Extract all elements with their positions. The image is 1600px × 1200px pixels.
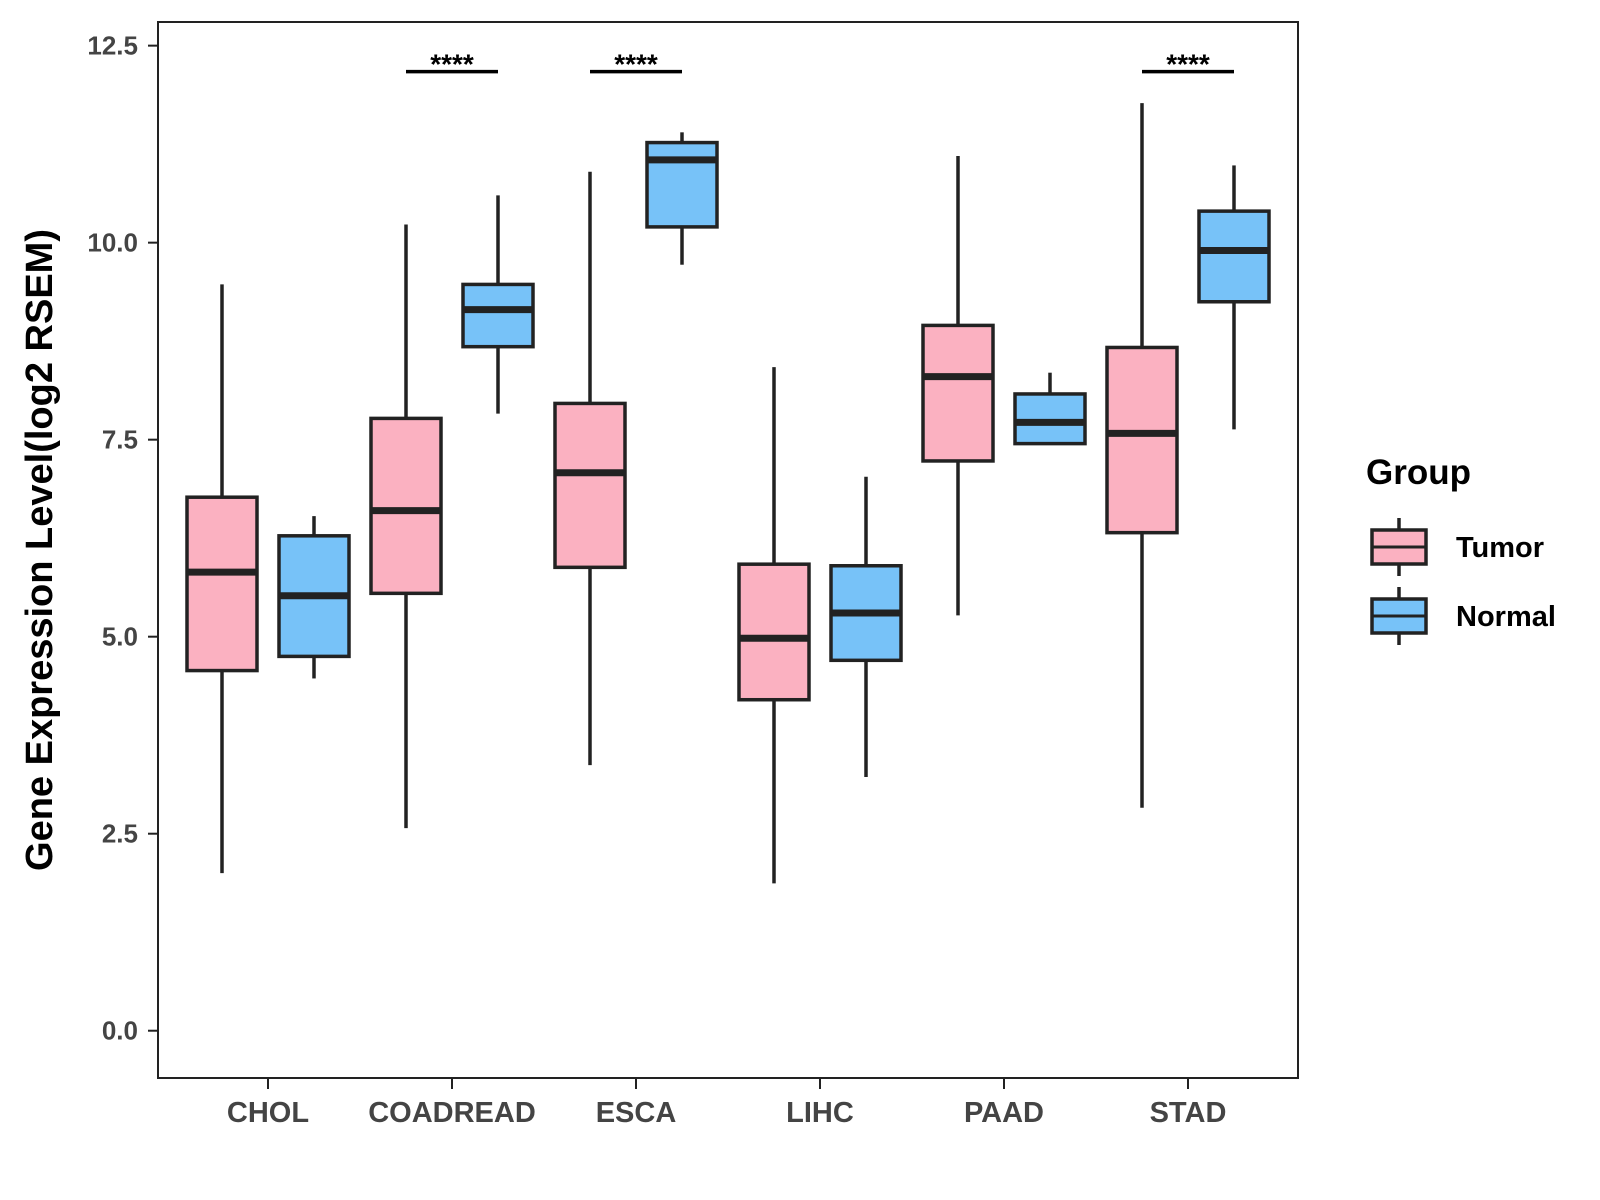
x-tick-label: LIHC: [786, 1097, 854, 1129]
legend-label-tumor: Tumor: [1456, 532, 1544, 564]
legend: Group Tumor Normal: [1366, 453, 1556, 645]
normal-box: [461, 282, 535, 349]
legend-label-normal: Normal: [1456, 601, 1556, 633]
normal-box: [1013, 392, 1087, 446]
y-tick-label: 12.5: [87, 31, 138, 61]
y-tick-label: 10.0: [87, 228, 138, 258]
normal-box: [1197, 209, 1271, 304]
plot-area: [185, 103, 1271, 884]
tumor-box: [737, 562, 811, 702]
legend-title: Group: [1366, 453, 1471, 492]
tumor-box: [185, 495, 259, 673]
tumor-box: [1105, 345, 1179, 535]
significance-label: ****: [1166, 49, 1210, 80]
tumor-box: [921, 323, 995, 463]
y-tick-label: 7.5: [102, 425, 138, 455]
y-axis-title: Gene Expression Level(log2 RSEM): [19, 229, 61, 871]
x-tick-label: CHOL: [227, 1097, 309, 1129]
significance-annotations: **** **** ****: [406, 49, 1234, 80]
y-tick-label: 5.0: [102, 622, 138, 652]
significance-label: ****: [430, 49, 474, 80]
significance-label: ****: [614, 49, 658, 80]
normal-box: [645, 140, 719, 229]
y-tick-label: 0.0: [102, 1016, 138, 1046]
y-tick-label: 2.5: [102, 819, 138, 849]
tumor-box: [553, 401, 627, 570]
x-tick-label: ESCA: [596, 1097, 677, 1129]
x-tick-label: STAD: [1150, 1097, 1227, 1129]
plot-panel-border: [157, 21, 1299, 1079]
x-tick-label: PAAD: [964, 1097, 1044, 1129]
tumor-box: [369, 416, 443, 596]
y-axis: 0.0 2.5 5.0 7.5 10.0 12.5: [87, 31, 158, 1046]
x-axis: CHOL COADREAD ESCA LIHC PAAD STAD: [227, 1078, 1226, 1129]
x-tick-label: COADREAD: [368, 1097, 536, 1129]
